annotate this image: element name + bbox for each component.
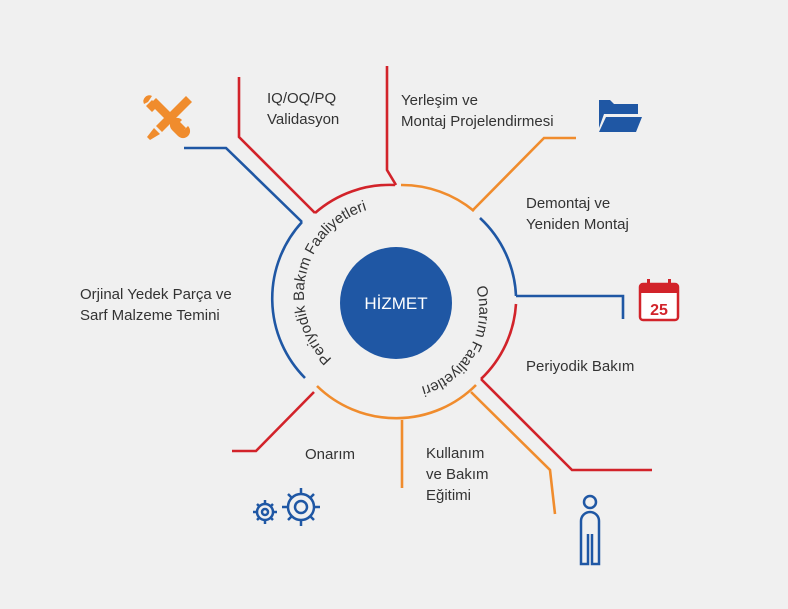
label-repair-line1: Onarım <box>305 446 356 463</box>
label-layout: Yerleşim ve Montaj Projelendirmesi <box>401 90 554 132</box>
gears-icon <box>253 488 320 526</box>
label-dismantle: Demontaj ve Yeniden Montaj <box>526 193 629 235</box>
ring-segment-orange-bottom <box>316 384 477 420</box>
label-training: Kullanım ve Bakım Eğitimi <box>426 443 489 506</box>
label-layout-line1: Yerleşim ve <box>401 92 478 109</box>
center-circle <box>340 247 452 359</box>
person-icon <box>579 494 601 566</box>
connector-right-bottom <box>480 378 652 472</box>
connector-layout <box>385 66 398 186</box>
label-periodic-line1: Periyodik Bakım <box>526 358 635 375</box>
tools-icon <box>143 95 192 140</box>
label-dismantle-line1: Demontaj ve <box>526 195 611 212</box>
label-validation: IQ/OQ/PQ Validasyon <box>267 88 339 130</box>
connector-calendar <box>516 294 625 319</box>
connector-person <box>470 391 557 515</box>
ring-segment-red-right <box>480 303 518 380</box>
connector-validation <box>237 77 316 214</box>
calendar-day: 25 <box>650 302 668 319</box>
label-training-line1: Kullanım <box>426 445 485 462</box>
label-spare-parts: Orjinal Yedek Parça ve Sarf Malzeme Temi… <box>80 284 232 326</box>
label-training-line3: Eğitimi <box>426 487 472 504</box>
label-dismantle-line2: Yeniden Montaj <box>526 216 629 233</box>
label-repair: Onarım <box>305 444 355 465</box>
ring-segment-blue-left <box>270 221 306 379</box>
label-validation-line1: IQ/OQ/PQ <box>267 90 337 107</box>
ring-segment-blue-right <box>479 217 518 297</box>
ring-segment-orange-top <box>400 183 475 213</box>
ring-segment-red-top <box>314 183 396 214</box>
connector-repair <box>232 391 315 453</box>
calendar-icon: 25 <box>638 279 680 322</box>
connector-folder <box>471 136 576 212</box>
center-title: HİZMET <box>364 294 427 313</box>
label-spare-parts-line1: Orjinal Yedek Parça ve <box>80 286 232 303</box>
label-periodic: Periyodik Bakım <box>526 356 634 377</box>
connector-tools <box>184 146 303 223</box>
folder-icon <box>599 100 642 132</box>
label-training-line2: ve Bakım <box>426 466 489 483</box>
label-validation-line2: Validasyon <box>267 111 340 128</box>
label-spare-parts-line2: Sarf Malzeme Temini <box>80 307 220 324</box>
label-layout-line2: Montaj Projelendirmesi <box>401 113 554 130</box>
